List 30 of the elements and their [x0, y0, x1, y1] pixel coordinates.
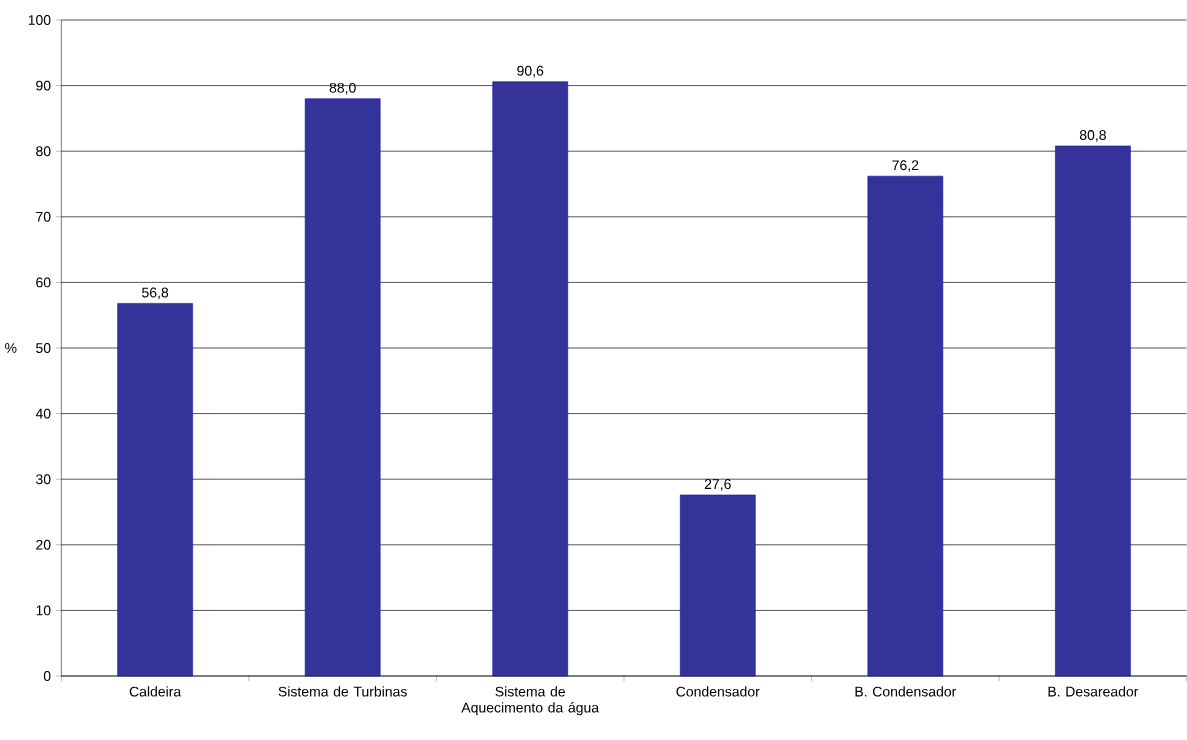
y-tick-label: 100: [28, 15, 51, 25]
y-tick-label: 30: [36, 474, 51, 485]
bar: [1055, 145, 1131, 677]
data-label: 90,6: [517, 65, 544, 78]
x-tick-label: Sistema de Aquecimento da água: [461, 686, 600, 716]
bar: [680, 494, 756, 677]
y-tick-label: 70: [36, 211, 51, 222]
bar: [304, 98, 381, 677]
y-axis-title: %: [5, 343, 17, 353]
data-label: 80,8: [1079, 130, 1106, 142]
x-tick-label: B. Desareador: [1048, 686, 1139, 697]
x-tick-label: Sistema de Turbinas: [278, 686, 407, 697]
data-label: 56,8: [142, 287, 169, 300]
y-tick-label: 90: [36, 80, 51, 91]
bar: [117, 303, 193, 677]
y-tick-label: 60: [36, 277, 51, 288]
y-tick-label: 20: [36, 539, 51, 550]
bar: [867, 175, 944, 677]
y-tick-label: 80: [36, 146, 51, 157]
y-tick-label: 50: [36, 343, 51, 353]
y-tick-label: 10: [36, 605, 51, 616]
x-tick-label: B. Condensador: [855, 686, 957, 697]
data-label: 76,2: [892, 160, 919, 172]
x-tick-label: Caldeira: [129, 686, 182, 697]
y-tick-label: 40: [35, 408, 51, 419]
x-tick-label: Condensador: [676, 686, 760, 697]
y-tick-label: 0: [43, 671, 51, 681]
data-label: 27,6: [704, 479, 731, 491]
bar: [492, 81, 569, 677]
data-label: 88,0: [329, 82, 356, 95]
